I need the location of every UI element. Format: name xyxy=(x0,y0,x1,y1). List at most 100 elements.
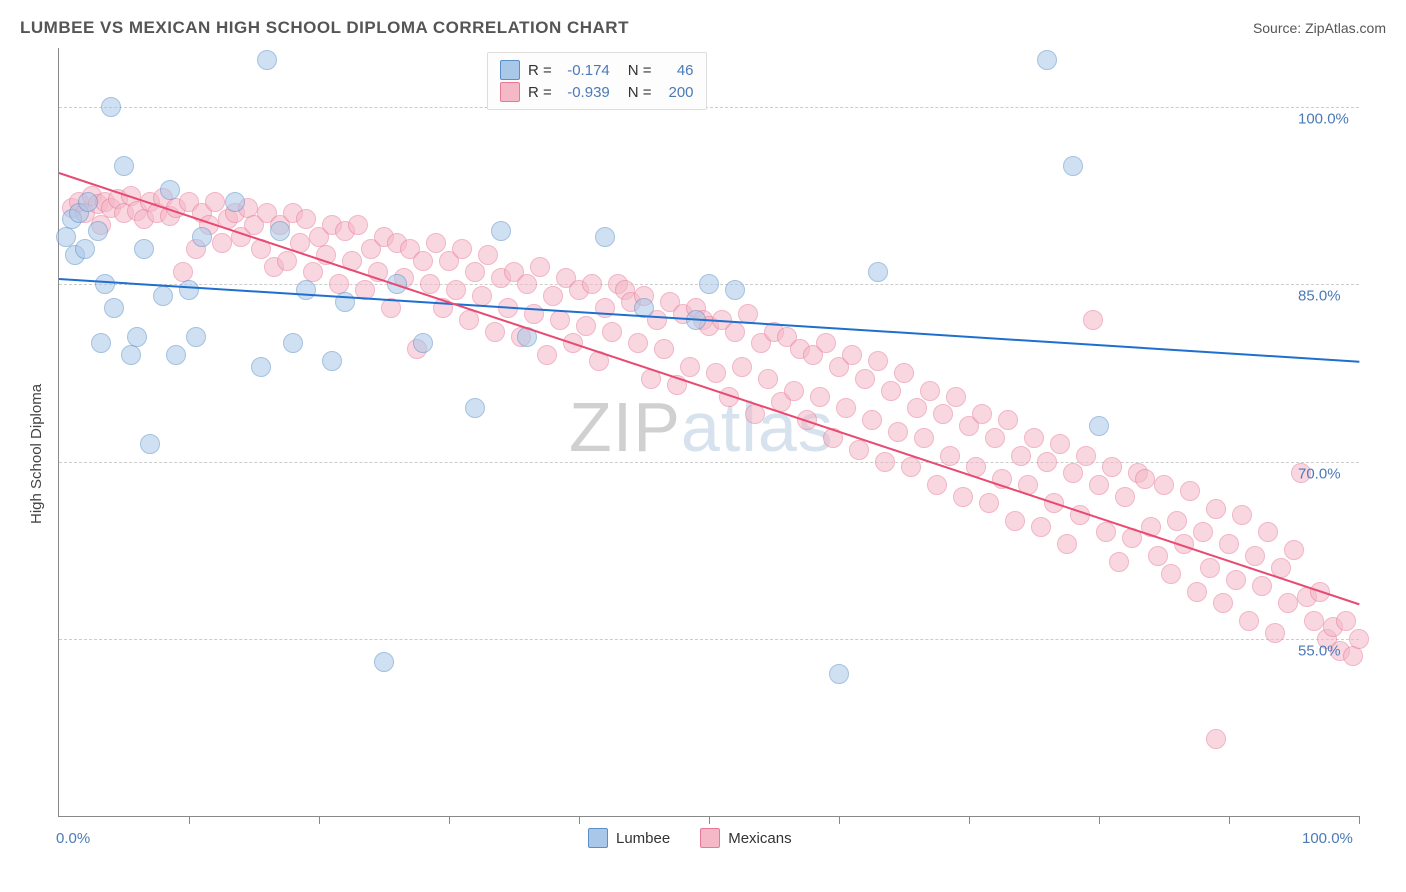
legend-swatch xyxy=(588,828,608,848)
x-min-label: 0.0% xyxy=(56,830,90,847)
data-point xyxy=(1278,593,1298,613)
data-point xyxy=(816,333,836,353)
data-point xyxy=(1336,611,1356,631)
data-point xyxy=(836,398,856,418)
data-point xyxy=(459,310,479,330)
data-point xyxy=(296,280,316,300)
data-point xyxy=(1109,552,1129,572)
data-point xyxy=(1096,522,1116,542)
data-point xyxy=(725,322,745,342)
x-tick xyxy=(1359,816,1360,824)
data-point xyxy=(413,251,433,271)
data-point xyxy=(134,239,154,259)
legend-swatch xyxy=(500,60,520,80)
source-attribution: Source: ZipAtlas.com xyxy=(1253,20,1386,36)
data-point xyxy=(1011,446,1031,466)
data-point xyxy=(296,209,316,229)
gridline xyxy=(59,462,1359,463)
data-point xyxy=(933,404,953,424)
data-point xyxy=(576,316,596,336)
data-point xyxy=(179,280,199,300)
correlation-stats-legend: R = -0.174 N = 46 R =-0.939N =200 xyxy=(487,52,707,110)
data-point xyxy=(907,398,927,418)
x-max-label: 100.0% xyxy=(1302,830,1353,847)
data-point xyxy=(491,221,511,241)
y-tick-label: 85.0% xyxy=(1298,288,1341,305)
data-point xyxy=(1213,593,1233,613)
legend-stat-row: R =-0.939N =200 xyxy=(500,81,694,103)
data-point xyxy=(374,652,394,672)
legend-swatch xyxy=(700,828,720,848)
data-point xyxy=(842,345,862,365)
legend-item: Mexicans xyxy=(700,828,791,848)
data-point xyxy=(251,357,271,377)
data-point xyxy=(1102,457,1122,477)
data-point xyxy=(914,428,934,448)
data-point xyxy=(153,286,173,306)
data-point xyxy=(1076,446,1096,466)
legend-item: Lumbee xyxy=(588,828,670,848)
data-point xyxy=(1154,475,1174,495)
data-point xyxy=(1135,469,1155,489)
data-point xyxy=(972,404,992,424)
data-point xyxy=(257,50,277,70)
data-point xyxy=(283,333,303,353)
data-point xyxy=(1089,475,1109,495)
data-point xyxy=(855,369,875,389)
stat-r-value: -0.174 xyxy=(560,62,610,79)
scatter-plot-area: ZIPatlas xyxy=(58,48,1359,817)
data-point xyxy=(1115,487,1135,507)
y-tick-label: 100.0% xyxy=(1298,111,1349,128)
data-point xyxy=(140,434,160,454)
data-point xyxy=(894,363,914,383)
data-point xyxy=(628,333,648,353)
data-point xyxy=(784,381,804,401)
stat-n-value: 46 xyxy=(660,62,694,79)
legend-label: Mexicans xyxy=(728,830,791,847)
data-point xyxy=(1226,570,1246,590)
data-point xyxy=(166,345,186,365)
data-point xyxy=(706,363,726,383)
data-point xyxy=(849,440,869,460)
legend-swatch xyxy=(500,82,520,102)
data-point xyxy=(413,333,433,353)
data-point xyxy=(888,422,908,442)
data-point xyxy=(127,327,147,347)
data-point xyxy=(868,262,888,282)
data-point xyxy=(1284,540,1304,560)
x-tick xyxy=(579,816,580,824)
data-point xyxy=(212,233,232,253)
data-point xyxy=(101,97,121,117)
data-point xyxy=(426,233,446,253)
legend-stat-row: R = -0.174 N = 46 xyxy=(500,59,694,81)
data-point xyxy=(946,387,966,407)
data-point xyxy=(1200,558,1220,578)
data-point xyxy=(95,274,115,294)
data-point xyxy=(901,457,921,477)
y-axis-label: High School Diploma xyxy=(28,384,45,524)
data-point xyxy=(1187,582,1207,602)
data-point xyxy=(192,227,212,247)
data-point xyxy=(862,410,882,430)
data-point xyxy=(420,274,440,294)
stat-r-label: R = xyxy=(528,62,552,79)
gridline xyxy=(59,107,1359,108)
data-point xyxy=(732,357,752,377)
stat-n-label: N = xyxy=(628,62,652,79)
regression-line xyxy=(59,172,1360,605)
y-tick-label: 55.0% xyxy=(1298,642,1341,659)
x-tick xyxy=(319,816,320,824)
data-point xyxy=(537,345,557,365)
data-point xyxy=(699,274,719,294)
data-point xyxy=(1252,576,1272,596)
y-tick-label: 70.0% xyxy=(1298,465,1341,482)
data-point xyxy=(225,192,245,212)
data-point xyxy=(114,156,134,176)
data-point xyxy=(654,339,674,359)
data-point xyxy=(1193,522,1213,542)
data-point xyxy=(472,286,492,306)
data-point xyxy=(452,239,472,259)
data-point xyxy=(322,351,342,371)
data-point xyxy=(758,369,778,389)
chart-header: LUMBEE VS MEXICAN HIGH SCHOOL DIPLOMA CO… xyxy=(20,18,1386,38)
